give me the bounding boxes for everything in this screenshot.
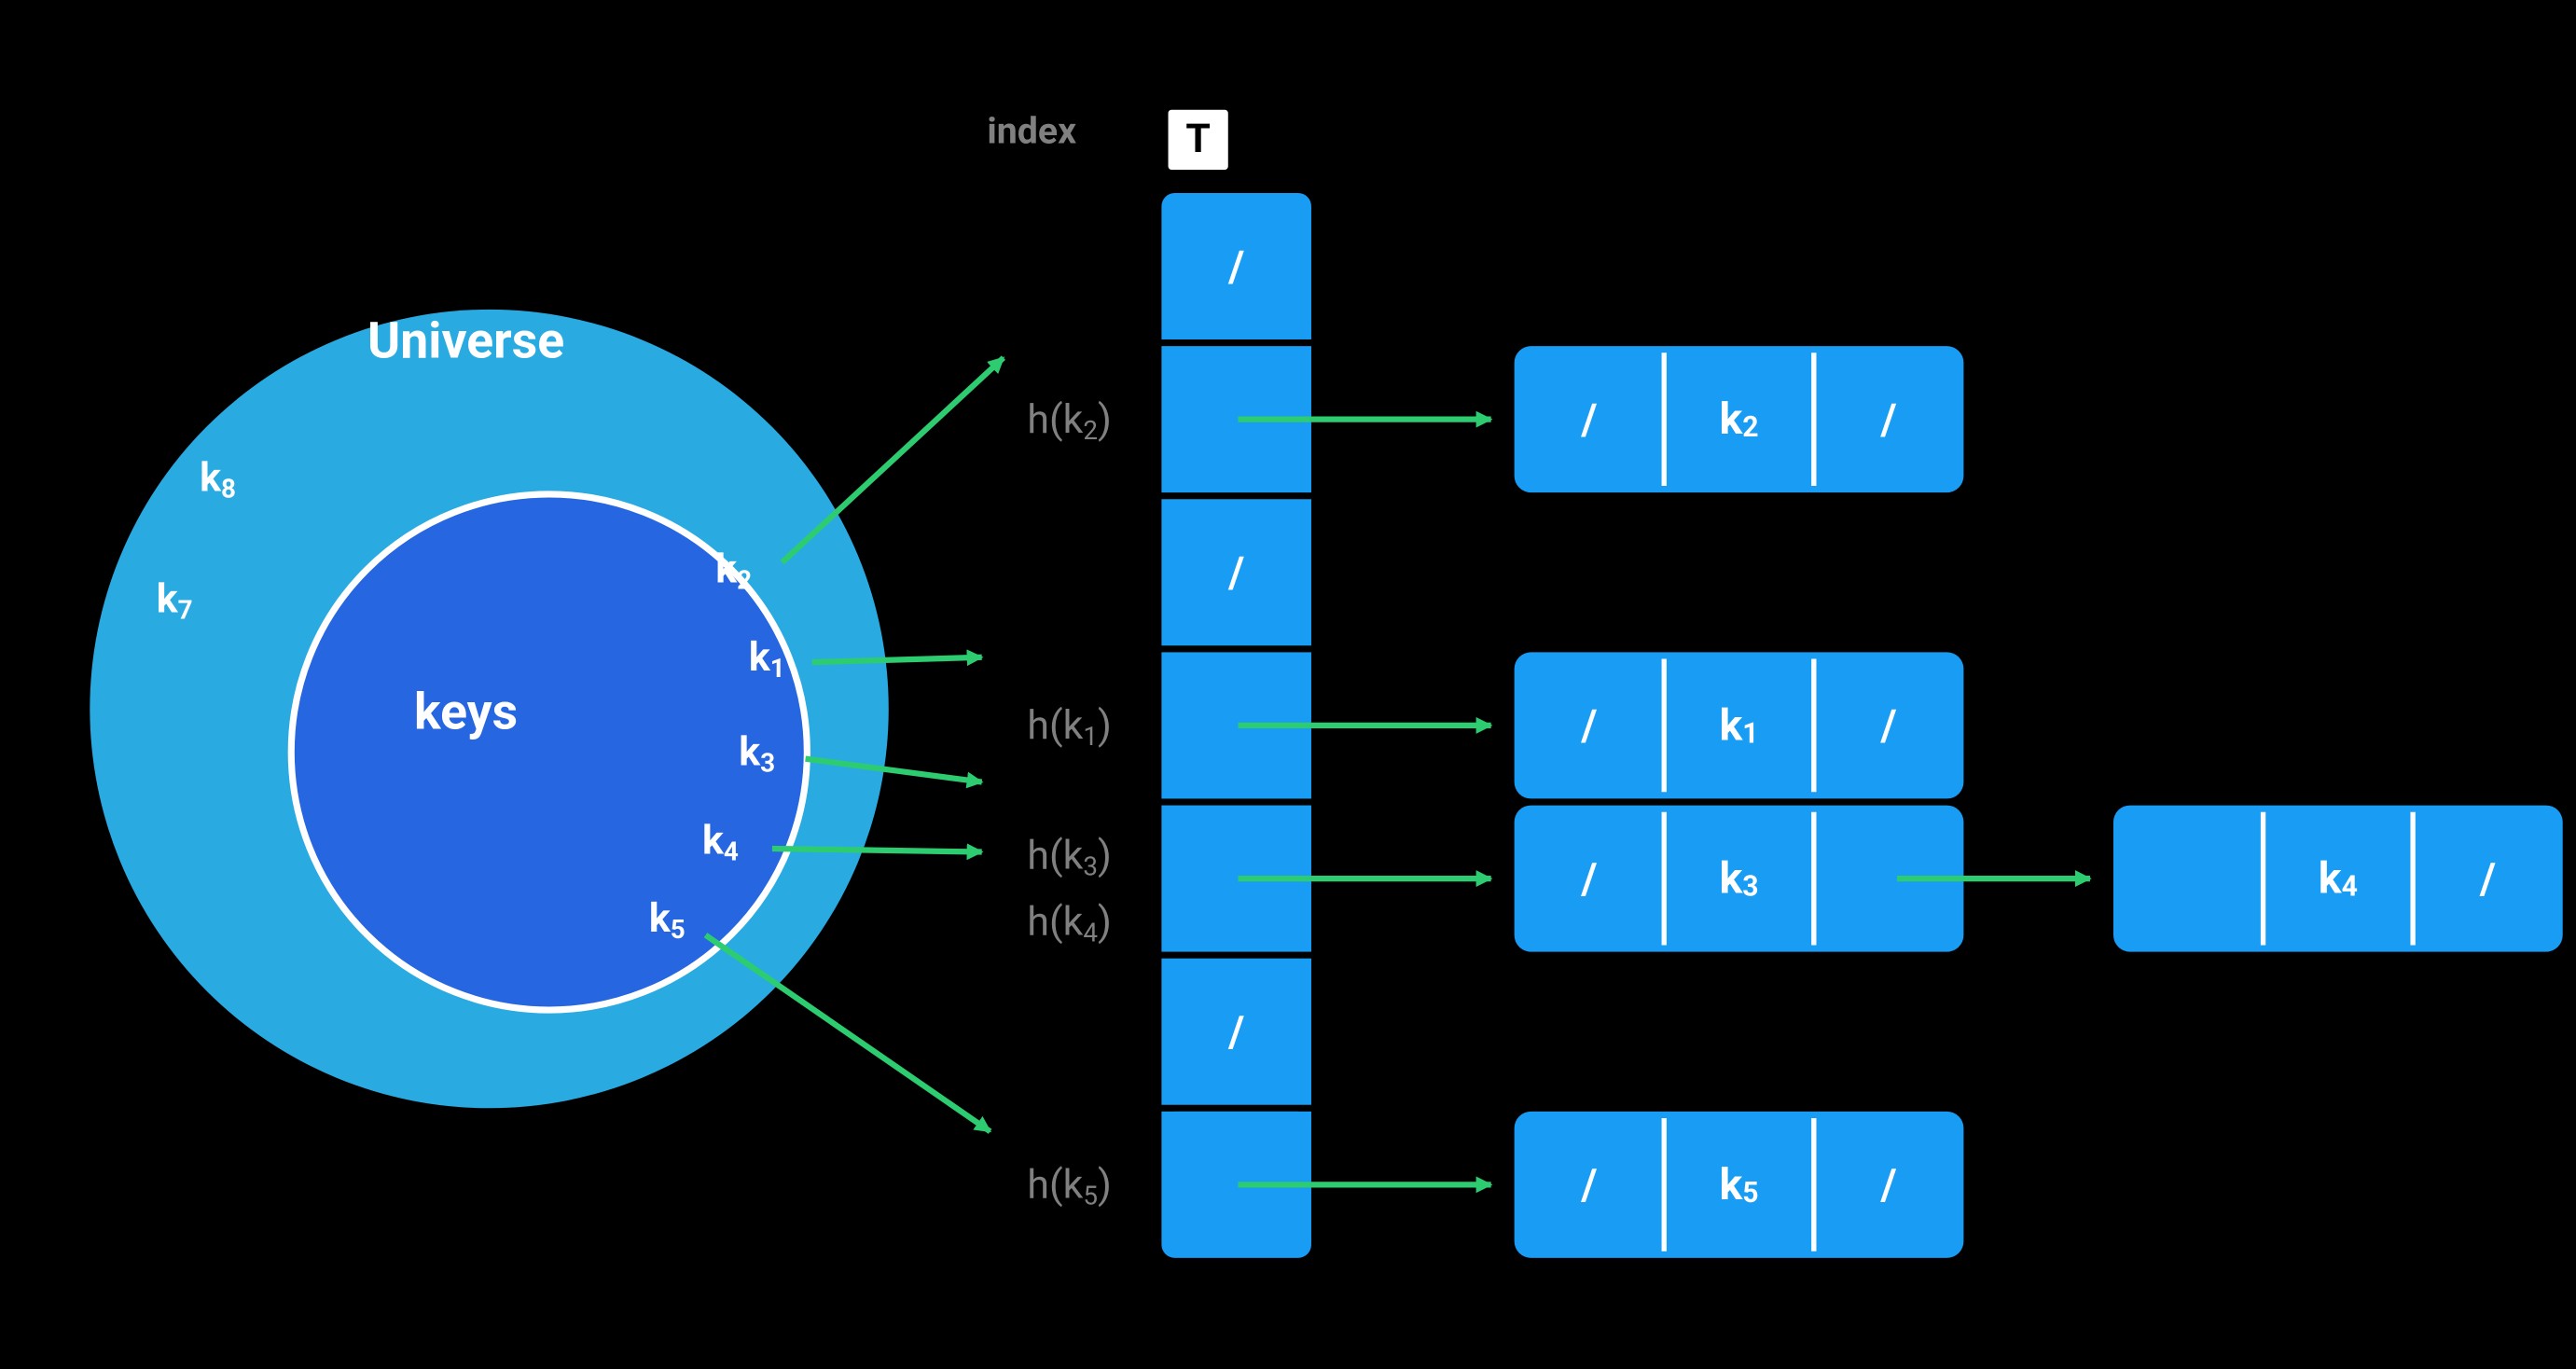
index-label-2: h(k2): [1027, 396, 1111, 446]
node-n_k5-cell-2: /: [1879, 1160, 1896, 1210]
index-label-5: h(k5): [1027, 1162, 1111, 1211]
index-label-4-26: h(k4): [1027, 899, 1111, 948]
node-n_k3-cell-0: /: [1580, 854, 1597, 905]
node-n_k4-cell-2: /: [2479, 854, 2496, 905]
universe-title: Universe: [367, 312, 564, 371]
t-label: T: [1185, 116, 1211, 162]
node-n_k1-cell-0: /: [1580, 701, 1597, 752]
table-slot-content-5: /: [1227, 1007, 1244, 1058]
table-slot-content-0: /: [1227, 242, 1244, 292]
index-label-3--14: h(k3): [1027, 832, 1111, 881]
table-slot-content-2: /: [1227, 548, 1244, 599]
arrow-3: [772, 849, 982, 852]
node-n_k2-cell-0: /: [1580, 394, 1597, 445]
keys-title: keys: [414, 683, 518, 741]
node-n_k5-cell-0: /: [1580, 1160, 1597, 1210]
index-header: index: [987, 109, 1076, 152]
index-label-1: h(k1): [1027, 702, 1111, 752]
node-n_k1-cell-2: /: [1879, 701, 1896, 752]
node-n_k2-cell-2: /: [1879, 394, 1896, 445]
